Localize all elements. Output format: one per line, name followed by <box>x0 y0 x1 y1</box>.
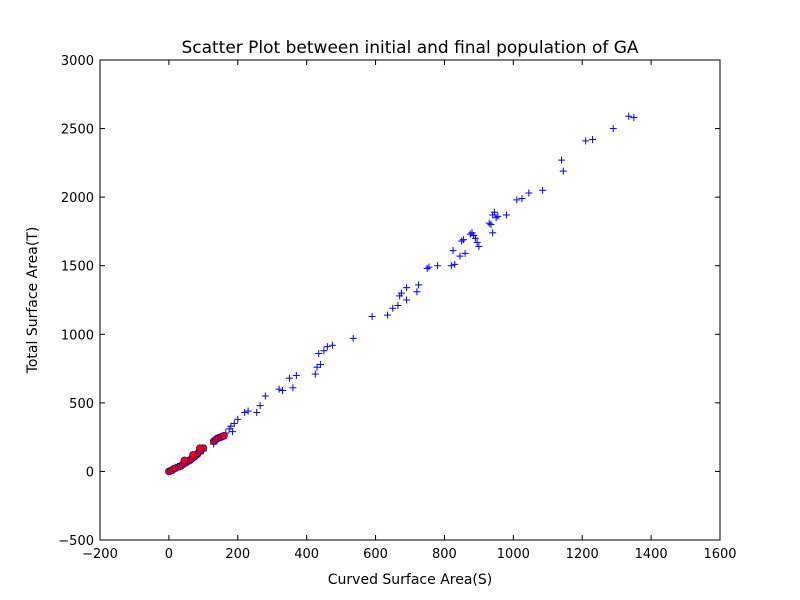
x-tick-label: 1200 <box>566 547 599 562</box>
plus-point-25 <box>234 415 242 423</box>
chart-title: Scatter Plot between initial and final p… <box>181 38 638 58</box>
plus-point-31 <box>275 385 283 393</box>
plus-point-70 <box>485 219 493 227</box>
plus-point-77 <box>502 211 510 219</box>
y-tick-label: 2000 <box>61 191 94 206</box>
plus-point-49 <box>397 289 405 297</box>
x-tick-label: 800 <box>432 547 457 562</box>
plus-point-55 <box>425 263 433 271</box>
plus-point-81 <box>539 186 547 194</box>
plus-point-44 <box>368 312 376 320</box>
plus-point-50 <box>403 284 411 292</box>
y-axis-title: Total Surface Area(T) <box>25 227 41 375</box>
plus-point-36 <box>311 370 319 378</box>
plus-point-73 <box>489 229 497 237</box>
x-tick-label: −200 <box>82 547 118 562</box>
y-tick-label: 1000 <box>61 328 94 343</box>
x-tick-label: 1000 <box>497 547 530 562</box>
plus-point-53 <box>415 281 423 289</box>
plus-point-42 <box>329 341 336 349</box>
plus-point-75 <box>492 214 500 222</box>
plus-point-64 <box>466 230 474 238</box>
x-tick-label: 0 <box>165 547 173 562</box>
circle-point-29 <box>196 444 204 452</box>
plus-point-83 <box>559 167 567 175</box>
x-tick-label: 200 <box>225 547 250 562</box>
x-tick-label: 400 <box>294 547 319 562</box>
y-tick-label: 500 <box>69 397 94 412</box>
plus-point-35 <box>292 371 300 379</box>
plus-point-60 <box>456 252 464 260</box>
plus-point-68 <box>473 238 481 246</box>
plot-frame <box>99 59 721 541</box>
x-tick-label: 1600 <box>703 547 736 562</box>
plus-point-46 <box>389 304 397 312</box>
circle-point-26 <box>220 431 228 440</box>
x-tick-label: 1400 <box>635 547 668 562</box>
plus-point-71 <box>487 221 495 229</box>
plus-point-57 <box>447 262 455 270</box>
plus-point-24 <box>230 419 238 427</box>
y-tick-label: 3000 <box>61 54 94 69</box>
plus-point-43 <box>349 334 357 342</box>
y-tick-label: −500 <box>58 534 94 549</box>
plus-point-84 <box>582 137 590 145</box>
y-tick-label: 1500 <box>61 260 94 275</box>
plus-point-88 <box>630 114 638 122</box>
y-tick-label: 2500 <box>61 123 94 138</box>
plus-point-27 <box>244 407 252 415</box>
plus-point-82 <box>558 156 566 164</box>
plus-point-51 <box>403 296 411 304</box>
plus-point-52 <box>413 288 421 296</box>
y-tick-label: 0 <box>86 465 94 480</box>
plus-point-28 <box>253 408 261 416</box>
plus-point-87 <box>625 112 633 120</box>
plus-point-67 <box>471 234 479 242</box>
plus-point-23 <box>229 428 237 436</box>
plus-point-69 <box>475 243 483 251</box>
plus-point-30 <box>261 392 269 400</box>
points-layer <box>165 112 638 476</box>
plus-point-29 <box>256 402 264 410</box>
plus-point-47 <box>394 301 402 309</box>
plus-point-62 <box>459 236 467 244</box>
plus-point-85 <box>589 136 597 144</box>
plus-point-34 <box>289 384 297 392</box>
x-axis-title: Curved Surface Area(S) <box>328 572 492 588</box>
plus-point-40 <box>320 347 328 355</box>
plus-point-54 <box>423 264 431 272</box>
plus-point-78 <box>513 196 521 204</box>
plus-point-33 <box>285 374 293 382</box>
circle-point-27 <box>180 456 189 465</box>
plus-point-45 <box>384 311 392 319</box>
plus-point-74 <box>490 208 498 216</box>
plus-point-41 <box>323 343 331 351</box>
plus-point-79 <box>518 195 526 203</box>
plus-point-32 <box>279 387 287 395</box>
plus-point-56 <box>434 262 442 270</box>
plus-point-80 <box>525 189 533 197</box>
plus-point-58 <box>449 247 457 255</box>
plus-point-61 <box>458 237 466 245</box>
plus-point-63 <box>461 249 469 257</box>
plus-point-86 <box>609 125 617 133</box>
plus-point-38 <box>315 349 323 357</box>
x-tick-label: 600 <box>363 547 388 562</box>
plus-point-26 <box>241 408 249 416</box>
plus-point-59 <box>451 260 459 268</box>
plus-point-76 <box>494 212 502 220</box>
ticks-layer: −200 0 200 400 600 800 1000 1200 1400 1600 −500 0 50… <box>58 54 736 562</box>
circle-point-28 <box>189 451 197 459</box>
plus-point-39 <box>316 360 324 368</box>
